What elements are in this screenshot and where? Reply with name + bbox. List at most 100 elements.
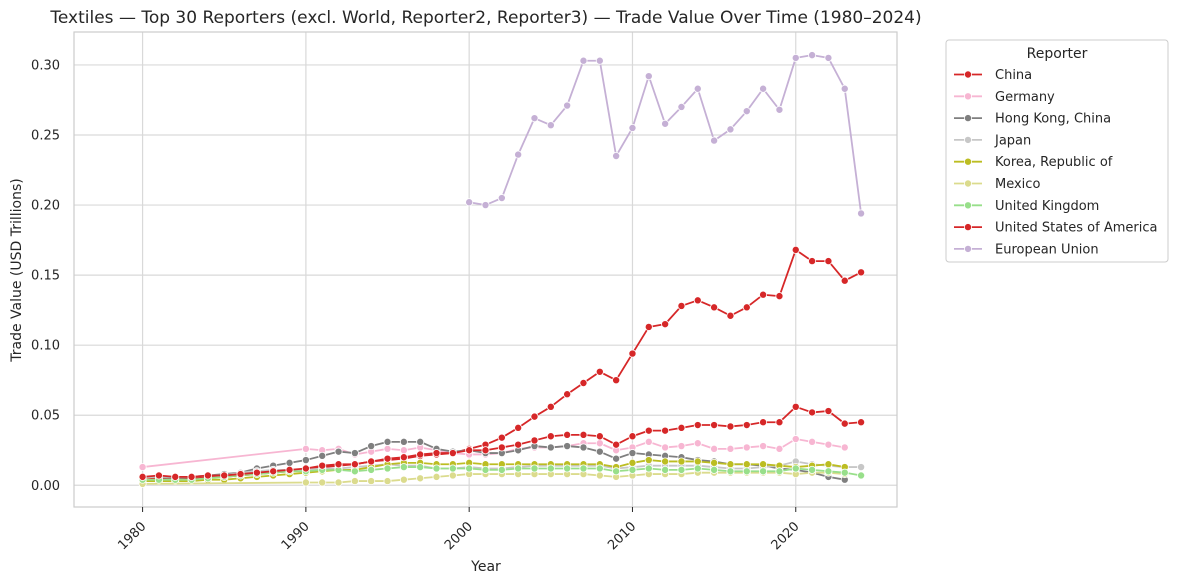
- data-point: [824, 53, 833, 62]
- data-point: [742, 421, 751, 430]
- data-point: [710, 458, 719, 467]
- data-point: [742, 467, 751, 476]
- data-point: [661, 457, 670, 466]
- data-point: [612, 151, 621, 160]
- data-point: [759, 460, 768, 469]
- legend-label: United Kingdom: [995, 199, 1099, 214]
- legend-item: Japan: [954, 133, 1031, 148]
- data-point: [138, 472, 147, 481]
- data-point: [595, 56, 604, 65]
- data-point: [824, 467, 833, 476]
- legend-label: United States of America: [995, 221, 1157, 236]
- data-point: [399, 446, 408, 455]
- x-tick-label: 2020: [769, 519, 803, 553]
- data-point: [563, 101, 572, 110]
- y-tick-label: 0.30: [31, 58, 60, 73]
- data-point: [399, 437, 408, 446]
- data-point: [530, 114, 539, 123]
- data-point: [726, 125, 735, 134]
- data-point: [563, 430, 572, 439]
- legend-marker: [964, 135, 973, 144]
- data-point: [465, 198, 474, 207]
- data-point: [546, 432, 555, 441]
- data-point: [726, 460, 735, 469]
- data-point: [367, 442, 376, 451]
- data-point: [269, 467, 278, 476]
- data-point: [563, 442, 572, 451]
- data-point: [824, 440, 833, 449]
- data-point: [416, 474, 425, 483]
- data-point: [661, 320, 670, 329]
- data-point: [742, 107, 751, 116]
- data-point: [791, 402, 800, 411]
- data-point: [693, 421, 702, 430]
- data-point: [171, 472, 180, 481]
- data-point: [742, 460, 751, 469]
- legend-item: United States of America: [954, 221, 1157, 236]
- data-point: [595, 439, 604, 448]
- data-point: [595, 367, 604, 376]
- data-point: [579, 56, 588, 65]
- data-point: [677, 465, 686, 474]
- data-point: [383, 444, 392, 453]
- data-point: [710, 303, 719, 312]
- data-point: [448, 449, 457, 458]
- data-point: [628, 349, 637, 358]
- legend-item: Germany: [954, 90, 1055, 105]
- data-point: [710, 465, 719, 474]
- data-point: [628, 458, 637, 467]
- data-point: [465, 446, 474, 455]
- data-point: [416, 450, 425, 459]
- data-point: [334, 478, 343, 487]
- data-point: [857, 463, 866, 472]
- data-point: [693, 296, 702, 305]
- legend-label: Japan: [994, 133, 1031, 148]
- legend-label: European Union: [995, 242, 1099, 257]
- data-point: [481, 465, 490, 474]
- legend-marker: [964, 70, 973, 79]
- data-point: [628, 465, 637, 474]
- data-point: [710, 136, 719, 145]
- data-point: [644, 456, 653, 465]
- data-point: [595, 447, 604, 456]
- data-point: [775, 105, 784, 114]
- data-point: [644, 426, 653, 435]
- data-point: [742, 443, 751, 452]
- data-point: [350, 460, 359, 469]
- legend-label: Korea, Republic of: [995, 155, 1113, 170]
- data-point: [236, 470, 245, 479]
- series-hong-kong-china: [138, 437, 849, 484]
- data-point: [628, 449, 637, 458]
- legend-box: [945, 39, 1169, 263]
- legend-label: Mexico: [995, 177, 1040, 192]
- legend-title: Reporter: [1027, 46, 1088, 62]
- data-point: [857, 471, 866, 480]
- legend-item: Hong Kong, China: [954, 112, 1111, 127]
- data-point: [301, 444, 310, 453]
- data-point: [775, 444, 784, 453]
- legend-item: Korea, Republic of: [954, 155, 1113, 170]
- data-point: [628, 123, 637, 132]
- data-point: [644, 464, 653, 473]
- data-point: [840, 84, 849, 93]
- data-point: [367, 457, 376, 466]
- data-point: [497, 433, 506, 442]
- data-point: [677, 102, 686, 111]
- data-point: [465, 464, 474, 473]
- y-axis-label: Trade Value (USD Trillions): [9, 178, 25, 363]
- data-point: [791, 245, 800, 254]
- data-point: [579, 430, 588, 439]
- data-point: [301, 464, 310, 473]
- data-point: [791, 435, 800, 444]
- data-point: [661, 119, 670, 128]
- x-tick-label: 1990: [279, 519, 313, 553]
- data-point: [693, 464, 702, 473]
- data-point: [595, 464, 604, 473]
- data-point: [726, 422, 735, 431]
- data-point: [824, 407, 833, 416]
- data-point: [840, 468, 849, 477]
- data-point: [579, 378, 588, 387]
- data-point: [367, 465, 376, 474]
- legend-marker: [964, 201, 973, 210]
- data-point: [791, 464, 800, 473]
